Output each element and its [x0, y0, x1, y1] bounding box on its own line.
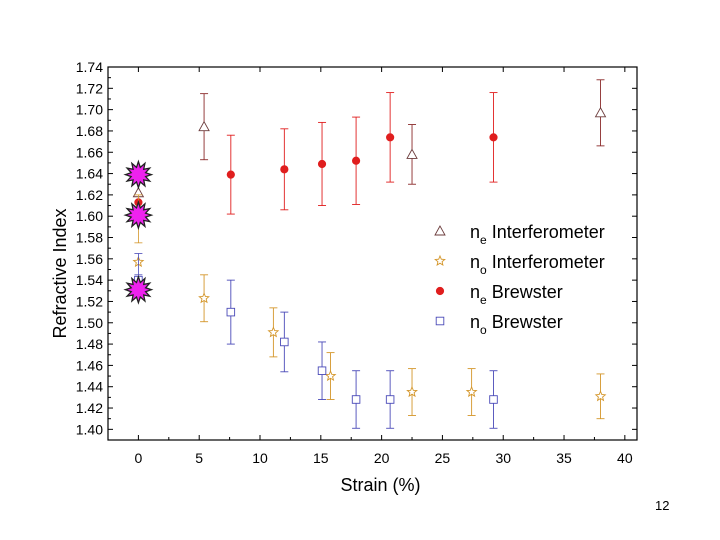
- y-tick-label: 1.46: [76, 357, 103, 373]
- x-tick-label: 35: [556, 450, 572, 466]
- data-point: [385, 395, 395, 404]
- data-group: [123, 79, 607, 429]
- legend-label: no Brewster: [470, 312, 563, 337]
- y-tick-label: 1.72: [76, 80, 103, 96]
- y-tick-label: 1.48: [76, 336, 103, 352]
- x-tick-label: 0: [135, 450, 143, 466]
- x-tick-label: 30: [495, 450, 511, 466]
- highlight-burst: [123, 200, 154, 231]
- legend-label-sub: o: [480, 263, 487, 277]
- y-tick-label: 1.74: [76, 59, 103, 75]
- data-point: [351, 156, 361, 165]
- y-tick-label: 1.66: [76, 144, 103, 160]
- y-tick-label: 1.58: [76, 230, 103, 246]
- data-point: [489, 133, 498, 142]
- y-tick-label: 1.62: [76, 187, 103, 203]
- legend-marker: [434, 225, 446, 236]
- y-tick-label: 1.42: [76, 400, 103, 416]
- y-tick-label: 1.50: [76, 315, 103, 331]
- x-tick-label: 5: [195, 450, 203, 466]
- legend-label-main: n: [470, 222, 480, 242]
- data-point: [489, 395, 498, 404]
- legend-marker: [434, 254, 446, 266]
- legend-label-rest: Brewster: [487, 312, 563, 332]
- legend-label: ne Interferometer: [470, 222, 605, 247]
- y-tick-label: 1.52: [76, 293, 103, 309]
- data-point: [351, 395, 361, 404]
- legend-label-main: n: [470, 312, 480, 332]
- legend-label: no Interferometer: [470, 252, 605, 277]
- data-point: [280, 337, 289, 347]
- x-tick-label: 10: [252, 450, 268, 466]
- x-axis-title: Strain (%): [340, 475, 420, 495]
- legend-label-rest: Interferometer: [487, 252, 605, 272]
- y-tick-label: 1.64: [76, 166, 103, 182]
- legend-label-rest: Interferometer: [487, 222, 605, 242]
- data-point: [226, 307, 236, 317]
- data-point: [317, 366, 327, 375]
- x-tick-label: 40: [617, 450, 633, 466]
- legend-label-main: n: [470, 252, 480, 272]
- data-point: [594, 106, 607, 118]
- y-tick-label: 1.68: [76, 123, 103, 139]
- legend-label-rest: Brewster: [487, 282, 563, 302]
- legend-label-sub: e: [480, 233, 487, 247]
- legend-label-sub: o: [480, 323, 487, 337]
- data-point: [280, 165, 289, 174]
- y-tick-label: 1.40: [76, 421, 103, 437]
- y-tick-label: 1.70: [76, 102, 103, 118]
- legend-marker: [435, 286, 445, 296]
- data-point: [267, 326, 280, 338]
- x-tick-label: 20: [374, 450, 390, 466]
- plot-frame: [107, 66, 638, 441]
- legend-label: ne Brewster: [470, 282, 563, 307]
- data-point: [406, 385, 418, 398]
- highlight-burst: [123, 274, 154, 305]
- legend-label-main: n: [470, 282, 480, 302]
- x-tick-label: 15: [313, 450, 329, 466]
- data-point: [226, 170, 235, 179]
- y-tick-label: 1.60: [76, 208, 103, 224]
- y-tick-label: 1.54: [76, 272, 103, 288]
- page-number: 12: [655, 498, 670, 513]
- data-point: [198, 292, 210, 304]
- x-tick-label: 25: [435, 450, 451, 466]
- data-point: [406, 148, 418, 159]
- data-point: [386, 133, 395, 142]
- y-axis-title: Refractive Index: [50, 208, 70, 338]
- legend-marker: [435, 316, 445, 326]
- data-point: [198, 120, 210, 132]
- axes-group: 1.40 1.42 1.44 1.46 1.48 1.50 1.52 1.54 1.56 1.58…: [50, 59, 638, 495]
- data-point: [324, 369, 337, 382]
- highlight-burst: [123, 159, 154, 190]
- data-point: [317, 159, 327, 169]
- legend-label-sub: e: [480, 293, 487, 307]
- y-tick-label: 1.56: [76, 251, 103, 267]
- data-point: [465, 385, 478, 398]
- y-tick-label: 1.44: [76, 379, 103, 395]
- data-point: [594, 390, 607, 402]
